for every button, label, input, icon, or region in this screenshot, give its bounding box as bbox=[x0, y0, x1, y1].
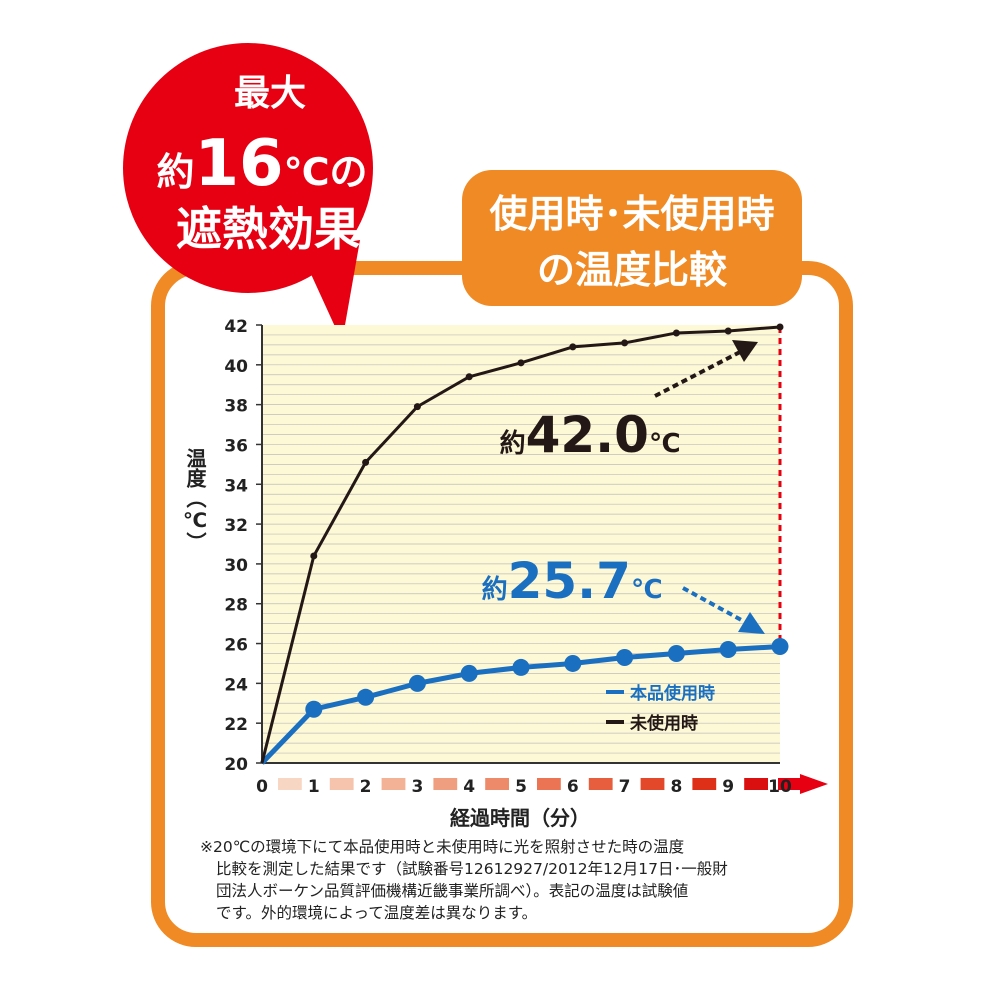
x-tick-label: 9 bbox=[722, 777, 734, 797]
y-tick-label: 40 bbox=[224, 357, 248, 377]
used-series-point bbox=[719, 641, 737, 659]
time-band-segment bbox=[278, 778, 302, 790]
x-tick-label: 4 bbox=[463, 777, 475, 797]
unused-series-point bbox=[672, 329, 680, 337]
heat-shield-bubble: 最大 約16℃の 遮熱効果 bbox=[123, 43, 373, 342]
footnote-line1: ※20℃の環境下にて本品使用時と未使用時に光を照射させた時の温度 bbox=[200, 838, 685, 856]
unused-callout: 約42.0℃ bbox=[500, 340, 758, 464]
time-band-segment bbox=[588, 778, 613, 790]
header-tab bbox=[462, 170, 802, 306]
used-callout-text: 約25.7℃ bbox=[482, 552, 663, 610]
x-tick-label: 1 bbox=[308, 777, 320, 797]
unused-series-point bbox=[310, 552, 318, 560]
y-tick-label: 20 bbox=[224, 755, 248, 775]
used-series-point bbox=[408, 674, 426, 692]
time-gradient-band bbox=[278, 774, 828, 794]
x-tick-label: 3 bbox=[411, 777, 423, 797]
time-band-segment bbox=[381, 778, 406, 790]
used-callout-prefix: 約 bbox=[482, 574, 508, 605]
comparison-header: 使用時･未使用時 の温度比較 bbox=[462, 170, 802, 306]
x-tick-labels: 0 1 2 3 4 5 6 7 8 9 10 bbox=[256, 777, 792, 797]
unused-series-point bbox=[569, 343, 577, 351]
footnote-line4: です。外的環境によって温度差は異なります。 bbox=[216, 904, 538, 922]
unused-callout-arrowhead bbox=[732, 340, 758, 362]
time-band-segment bbox=[744, 778, 768, 790]
y-tick-label: 36 bbox=[224, 436, 248, 456]
footnote: ※20℃の環境下にて本品使用時と未使用時に光を照射させた時の温度 比較を測定した… bbox=[200, 836, 800, 924]
y-tick-label: 38 bbox=[224, 397, 248, 417]
unused-series-point bbox=[517, 359, 525, 367]
x-axis-label: 経過時間（分） bbox=[450, 806, 590, 830]
used-series-point bbox=[460, 664, 478, 682]
y-tick-labels: 20 22 24 26 28 30 32 34 36 38 40 42 bbox=[224, 317, 262, 775]
unused-callout-value: 42.0 bbox=[526, 406, 649, 464]
bubble-line3: 遮熱効果 bbox=[176, 202, 360, 256]
x-tick-label: 7 bbox=[619, 777, 631, 797]
used-callout-value: 25.7 bbox=[508, 552, 631, 610]
used-series-point bbox=[512, 658, 530, 676]
unused-series-point bbox=[724, 327, 732, 335]
bubble-body bbox=[123, 43, 373, 293]
legend-label-unused: 未使用時 bbox=[629, 713, 698, 734]
bubble-line2-value: 16 bbox=[194, 127, 283, 201]
used-series-point bbox=[305, 700, 323, 718]
footnote-line2: 比較を測定した結果です（試験番号12612927/2012年12月17日･一般財 bbox=[216, 860, 728, 878]
unused-callout-prefix: 約 bbox=[500, 428, 526, 459]
unused-callout-arrow bbox=[654, 350, 741, 398]
bubble-line2-prefix: 約 bbox=[156, 150, 194, 194]
y-tick-label: 28 bbox=[224, 596, 248, 616]
x-tick-label: 10 bbox=[768, 777, 792, 797]
time-band-segment bbox=[537, 778, 561, 790]
used-series-point bbox=[616, 648, 634, 666]
x-tick-label: 2 bbox=[360, 777, 372, 797]
used-callout-arrow bbox=[682, 586, 746, 624]
used-callout-arrowhead bbox=[738, 612, 765, 634]
bubble-line2: 約16℃の bbox=[156, 127, 367, 201]
header-line1: 使用時･未使用時 bbox=[489, 192, 774, 236]
time-band-segment bbox=[692, 778, 717, 790]
y-tick-label: 42 bbox=[224, 317, 248, 337]
x-tick-label: 8 bbox=[670, 777, 682, 797]
legend: 本品使用時 未使用時 bbox=[606, 683, 715, 734]
unused-series-point bbox=[413, 403, 421, 411]
unused-series-point bbox=[465, 373, 473, 381]
unused-callout-unit: ℃ bbox=[649, 429, 680, 459]
used-series-point bbox=[667, 645, 685, 662]
time-arrowhead bbox=[800, 774, 828, 794]
unused-series-point bbox=[362, 458, 370, 466]
series-layer bbox=[260, 323, 789, 765]
time-band-segment bbox=[329, 778, 354, 790]
y-tick-label: 22 bbox=[224, 715, 248, 735]
used-callout: 約25.7℃ bbox=[482, 552, 765, 634]
x-tick-label: 6 bbox=[567, 777, 579, 797]
time-band-segment bbox=[485, 778, 509, 790]
used-series-point bbox=[771, 638, 789, 656]
y-tick-label: 32 bbox=[224, 516, 248, 536]
y-tick-label: 30 bbox=[224, 556, 248, 576]
header-line2: の温度比較 bbox=[537, 248, 728, 292]
used-callout-unit: ℃ bbox=[631, 575, 662, 605]
time-band-segment bbox=[433, 778, 458, 790]
x-tick-label: 0 bbox=[256, 777, 268, 797]
y-axis-label: 温度（℃） bbox=[183, 447, 207, 552]
bubble-tail bbox=[300, 240, 360, 342]
legend-label-used: 本品使用時 bbox=[630, 683, 715, 704]
time-arrow-shaft bbox=[778, 778, 802, 790]
grid-lines bbox=[262, 334, 780, 754]
unused-callout-text: 約42.0℃ bbox=[500, 406, 681, 464]
y-tick-label: 26 bbox=[224, 636, 248, 656]
footnote-line3: 団法人ボーケン品質評価機構近畿事業所調べ）。表記の温度は試験値 bbox=[216, 882, 689, 900]
bubble-line2-suffix: ℃の bbox=[284, 150, 368, 194]
used-series-point bbox=[357, 688, 375, 706]
unused-series-point bbox=[776, 323, 784, 331]
x-tick-label: 5 bbox=[515, 777, 527, 797]
y-tick-label: 24 bbox=[224, 675, 248, 695]
unused-series-point bbox=[621, 339, 629, 347]
y-tick-label: 34 bbox=[224, 476, 248, 496]
bubble-line1: 最大 bbox=[234, 73, 306, 114]
time-band-segment bbox=[640, 778, 665, 790]
used-series-point bbox=[564, 654, 582, 672]
